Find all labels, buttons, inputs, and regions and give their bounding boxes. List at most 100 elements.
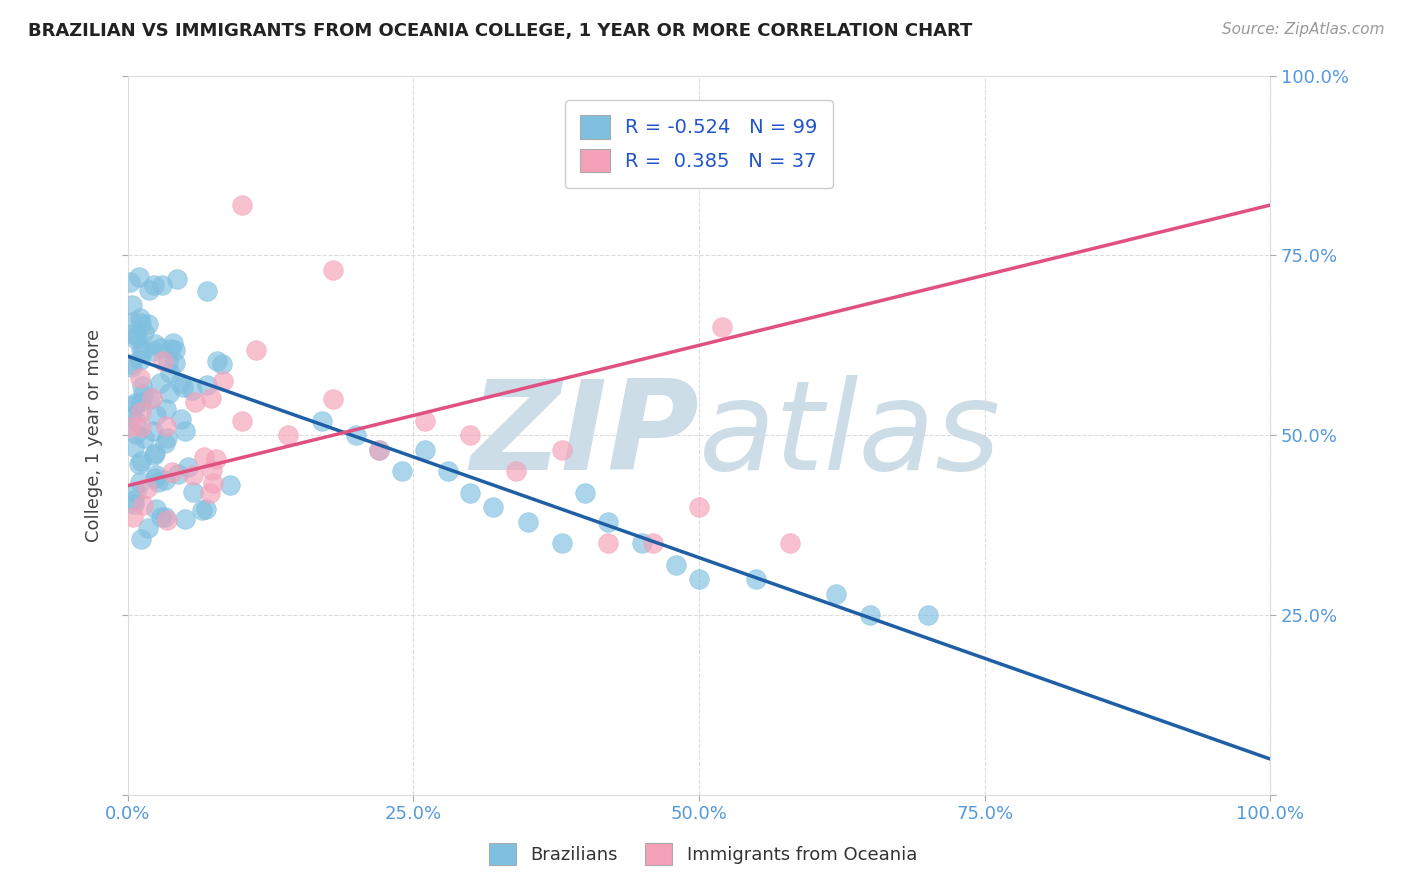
Point	[825, 586, 848, 600]
Point	[152, 353, 174, 368]
Point	[120, 357, 142, 371]
Point	[413, 442, 436, 457]
Point	[138, 392, 160, 406]
Point	[138, 283, 160, 297]
Legend: Brazilians, Immigrants from Oceania: Brazilians, Immigrants from Oceania	[479, 834, 927, 874]
Point	[122, 440, 145, 454]
Point	[172, 380, 194, 394]
Point	[195, 502, 218, 516]
Point	[129, 419, 152, 434]
Point	[173, 511, 195, 525]
Legend: R = -0.524   N = 99, R =  0.385   N = 37: R = -0.524 N = 99, R = 0.385 N = 37	[565, 100, 834, 188]
Point	[200, 391, 222, 405]
Point	[160, 342, 183, 356]
Point	[132, 344, 155, 359]
Point	[201, 463, 224, 477]
Point	[368, 442, 391, 457]
Point	[145, 408, 167, 422]
Point	[153, 473, 176, 487]
Point	[688, 500, 710, 515]
Point	[143, 471, 166, 485]
Point	[143, 445, 166, 459]
Point	[121, 509, 143, 524]
Point	[128, 270, 150, 285]
Point	[142, 448, 165, 462]
Point	[631, 536, 654, 550]
Point	[136, 482, 159, 496]
Point	[311, 414, 333, 428]
Y-axis label: College, 1 year or more: College, 1 year or more	[86, 329, 103, 541]
Point	[156, 513, 179, 527]
Point	[665, 558, 688, 572]
Point	[413, 414, 436, 428]
Point	[155, 435, 177, 450]
Point	[125, 485, 148, 500]
Point	[181, 484, 204, 499]
Point	[163, 343, 186, 358]
Point	[128, 353, 150, 368]
Point	[173, 424, 195, 438]
Point	[231, 414, 253, 428]
Point	[482, 500, 505, 515]
Point	[124, 398, 146, 412]
Point	[643, 536, 665, 550]
Point	[460, 486, 482, 500]
Point	[859, 608, 882, 623]
Point	[212, 374, 235, 388]
Point	[460, 428, 482, 442]
Point	[159, 367, 181, 381]
Point	[596, 515, 619, 529]
Point	[129, 453, 152, 467]
Point	[745, 572, 768, 586]
Point	[195, 377, 218, 392]
Text: Source: ZipAtlas.com: Source: ZipAtlas.com	[1222, 22, 1385, 37]
Point	[180, 384, 202, 398]
Point	[136, 521, 159, 535]
Point	[122, 493, 145, 508]
Point	[131, 379, 153, 393]
Point	[688, 572, 710, 586]
Point	[170, 412, 193, 426]
Point	[129, 343, 152, 357]
Point	[163, 356, 186, 370]
Point	[146, 475, 169, 489]
Point	[166, 271, 188, 285]
Point	[129, 310, 152, 325]
Point	[551, 442, 574, 457]
Point	[129, 405, 152, 419]
Point	[551, 536, 574, 550]
Point	[136, 317, 159, 331]
Point	[129, 532, 152, 546]
Point	[344, 428, 367, 442]
Point	[124, 396, 146, 410]
Point	[121, 315, 143, 329]
Point	[142, 344, 165, 359]
Point	[169, 376, 191, 391]
Point	[155, 418, 177, 433]
Text: atlas: atlas	[699, 375, 1001, 496]
Point	[125, 413, 148, 427]
Point	[322, 392, 344, 407]
Text: ZIP: ZIP	[470, 375, 699, 496]
Point	[184, 394, 207, 409]
Point	[134, 431, 156, 445]
Point	[391, 464, 413, 478]
Point	[205, 354, 228, 368]
Point	[177, 459, 200, 474]
Point	[145, 502, 167, 516]
Point	[120, 409, 142, 423]
Text: BRAZILIAN VS IMMIGRANTS FROM OCEANIA COLLEGE, 1 YEAR OR MORE CORRELATION CHART: BRAZILIAN VS IMMIGRANTS FROM OCEANIA COL…	[28, 22, 973, 40]
Point	[277, 428, 299, 442]
Point	[141, 391, 163, 405]
Point	[129, 394, 152, 409]
Point	[160, 466, 183, 480]
Point	[157, 386, 180, 401]
Point	[129, 316, 152, 330]
Point	[118, 275, 141, 289]
Point	[167, 467, 190, 481]
Point	[193, 450, 215, 464]
Point	[120, 420, 142, 434]
Point	[125, 427, 148, 442]
Point	[368, 442, 391, 457]
Point	[128, 475, 150, 489]
